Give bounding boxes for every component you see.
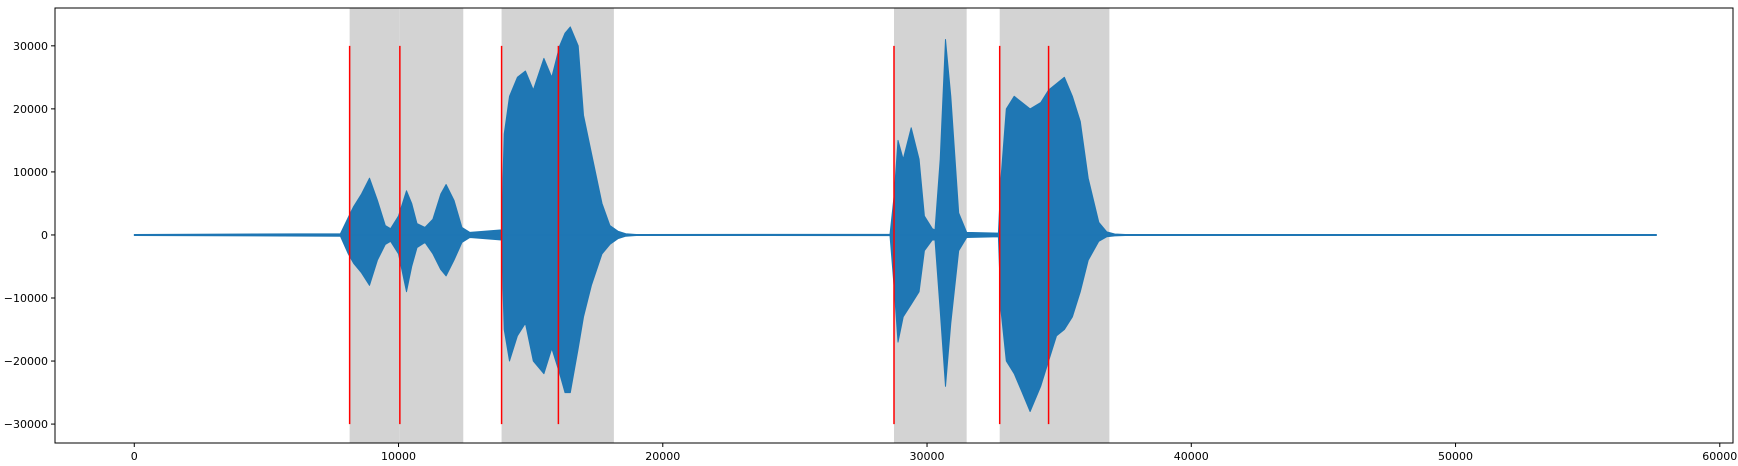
x-tick-label: 10000	[381, 450, 416, 463]
waveform-series	[133, 26, 1657, 412]
x-axis: 0 10000 20000 30000 40000 50000 60000	[131, 443, 1737, 463]
y-tick-label: 0	[41, 229, 48, 242]
y-tick-label: 30000	[13, 40, 48, 53]
x-tick-label: 0	[131, 450, 138, 463]
x-tick-label: 40000	[1174, 450, 1209, 463]
y-tick-label: 10000	[13, 166, 48, 179]
y-tick-label: −10000	[4, 292, 48, 305]
y-tick-label: −30000	[4, 418, 48, 431]
y-tick-label: −20000	[4, 355, 48, 368]
x-tick-label: 50000	[1438, 450, 1473, 463]
waveform-envelope	[133, 26, 1657, 412]
plot-frame	[54, 7, 1734, 444]
x-tick-label: 60000	[1702, 450, 1737, 463]
highlighted-spans	[349, 8, 1110, 443]
marker-lines	[348, 45, 1050, 425]
y-axis: −30000 −20000 −10000 0 10000 20000 30000	[4, 40, 55, 431]
y-tick-label: 20000	[13, 103, 48, 116]
x-tick-label: 20000	[645, 450, 680, 463]
x-tick-label: 30000	[910, 450, 945, 463]
